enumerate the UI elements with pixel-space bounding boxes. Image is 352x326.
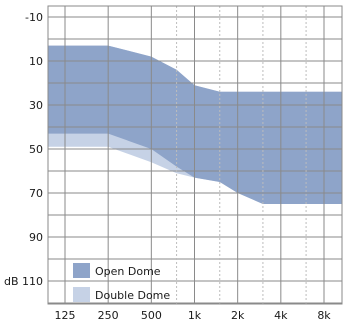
x-tick-label: 8k bbox=[317, 309, 331, 322]
y-tick-label: 70 bbox=[29, 187, 43, 200]
x-tick-label: 1k bbox=[188, 309, 202, 322]
legend-label-open-dome: Open Dome bbox=[95, 265, 161, 278]
x-tick-label: 500 bbox=[141, 309, 162, 322]
legend-swatch-double-dome bbox=[73, 287, 90, 302]
x-tick-label: 4k bbox=[274, 309, 288, 322]
y-axis-tick-labels: -10 10 30 50 70 90 dB 110 bbox=[4, 11, 43, 288]
plot-frame bbox=[47, 5, 343, 305]
y-tick-label: 90 bbox=[29, 231, 43, 244]
y-tick-label: -10 bbox=[25, 11, 43, 24]
y-tick-label: 50 bbox=[29, 143, 43, 156]
legend-swatch-open-dome bbox=[73, 263, 90, 278]
y-tick-label: 30 bbox=[29, 99, 43, 112]
y-tick-label: dB 110 bbox=[4, 275, 43, 288]
legend: Open Dome Double Dome bbox=[73, 263, 170, 302]
x-axis-tick-labels: 125 250 500 1k 2k 4k 8k bbox=[55, 309, 332, 322]
legend-label-double-dome: Double Dome bbox=[95, 289, 170, 302]
x-tick-label: 2k bbox=[231, 309, 245, 322]
y-tick-label: 10 bbox=[29, 55, 43, 68]
x-tick-label: 250 bbox=[98, 309, 119, 322]
grid-lines bbox=[47, 5, 343, 305]
x-tick-label: 125 bbox=[55, 309, 76, 322]
